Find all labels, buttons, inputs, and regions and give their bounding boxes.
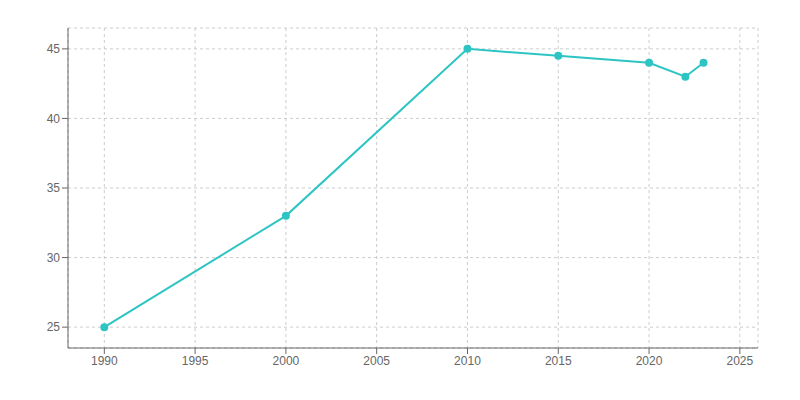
svg-text:2020: 2020 [636,354,663,368]
svg-text:2015: 2015 [545,354,572,368]
svg-text:2010: 2010 [454,354,481,368]
svg-text:2000: 2000 [273,354,300,368]
svg-text:2005: 2005 [363,354,390,368]
svg-text:1995: 1995 [182,354,209,368]
svg-text:2025: 2025 [726,354,753,368]
svg-text:30: 30 [47,251,61,265]
svg-text:40: 40 [47,112,61,126]
svg-text:1990: 1990 [91,354,118,368]
svg-text:45: 45 [47,42,61,56]
svg-text:35: 35 [47,181,61,195]
svg-text:25: 25 [47,320,61,334]
